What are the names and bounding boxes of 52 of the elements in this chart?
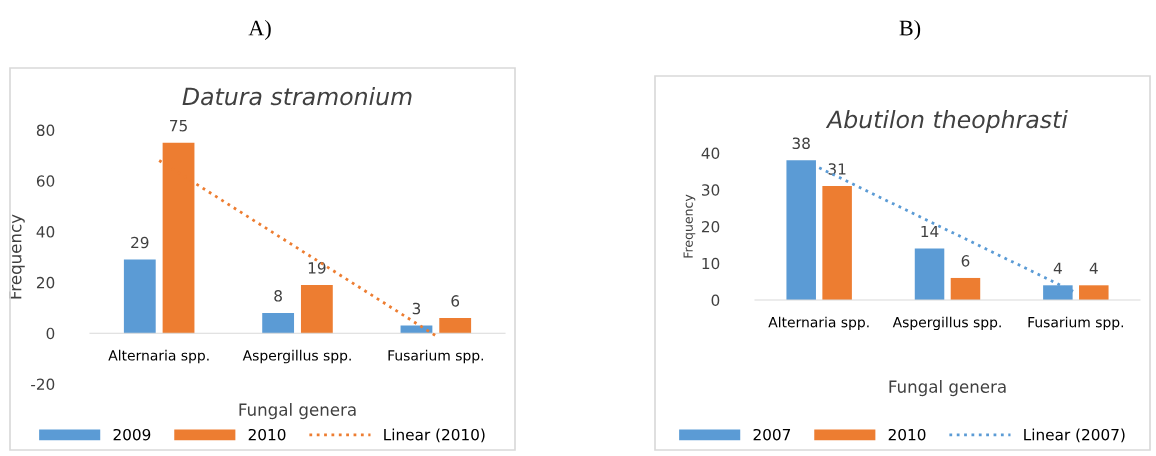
data-label: 3: [412, 302, 421, 315]
legend-label: 2009: [113, 428, 151, 441]
y-tick-label: 40: [701, 147, 720, 160]
y-tick-label: 60: [36, 175, 55, 187]
y-tick-label: -20: [31, 378, 55, 391]
legend-label: 2010: [888, 428, 926, 441]
data-label: 31: [828, 163, 846, 175]
chart-title: Datura stramonium: [182, 87, 412, 106]
legend-label: 2007: [753, 428, 791, 441]
y-tick-label: 20: [36, 276, 55, 289]
bar: [1079, 285, 1109, 300]
y-tick-label: 40: [36, 226, 55, 238]
x-tick-label: Alternaria spp.: [768, 316, 869, 331]
text: A): [248, 19, 271, 41]
legend-label: Linear (2007): [1024, 428, 1125, 443]
bar: [786, 160, 816, 300]
data-label: 14: [921, 225, 939, 238]
legend-label: 2010: [248, 428, 286, 441]
bar: [822, 186, 852, 300]
data-label: 29: [131, 236, 149, 249]
y-tick-label: 10: [702, 257, 720, 270]
bar: [300, 284, 333, 334]
y-axis-title: Frequency: [683, 194, 696, 258]
x-tick-label: Aspergillus spp.: [892, 316, 1001, 331]
legend-label: Linear (2010): [384, 428, 485, 443]
y-tick-label: 0: [711, 294, 720, 307]
y-tick-label: 80: [36, 124, 55, 137]
x-axis-title: Fungal genera: [889, 380, 1006, 397]
data-label: 4: [1053, 262, 1062, 274]
y-tick-label: 20: [701, 220, 720, 233]
data-label: 19: [308, 262, 326, 274]
y-tick-label: 30: [702, 184, 720, 196]
x-tick-label: Aspergillus spp.: [242, 349, 351, 364]
data-label: 75: [170, 120, 187, 132]
x-tick-label: Fusarium spp.: [1028, 316, 1124, 331]
data-label: 6: [961, 255, 970, 267]
y-tick-label: 0: [46, 327, 55, 340]
data-label: 8: [274, 290, 282, 302]
text: B): [899, 19, 921, 41]
data-label: 6: [451, 295, 460, 307]
bar: [123, 259, 156, 334]
bar: [439, 317, 472, 334]
x-axis-title: Fungal genera: [239, 403, 356, 420]
data-label: 4: [1089, 262, 1098, 274]
x-tick-label: Fusarium spp.: [388, 349, 484, 364]
bar: [262, 312, 295, 334]
bar: [914, 248, 945, 300]
x-tick-label: Alternaria spp.: [108, 349, 209, 364]
y-axis-title: Frequency: [9, 214, 25, 299]
bar: [950, 277, 981, 300]
data-label: 38: [792, 137, 810, 150]
chart-title: Abutilon theophrasti: [825, 110, 1068, 133]
